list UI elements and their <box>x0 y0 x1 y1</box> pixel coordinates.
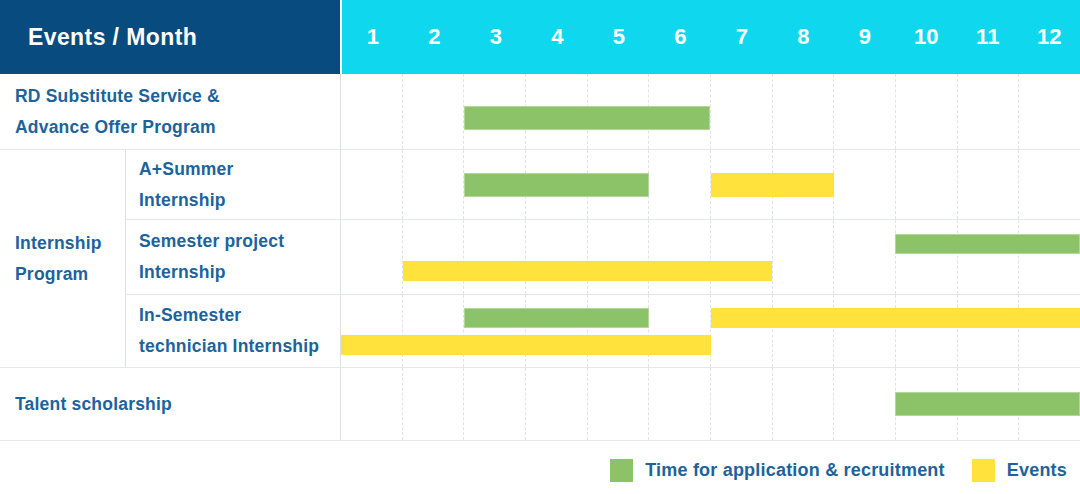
gantt-bar-recruitment <box>895 234 1080 254</box>
row-label-rd-substitute: RD Substitute Service & Advance Offer Pr… <box>0 74 340 149</box>
gantt-lane <box>341 308 1080 328</box>
gantt-lanes <box>341 80 1080 155</box>
table-row: RD Substitute Service & Advance Offer Pr… <box>0 74 1080 150</box>
table-row: Talent scholarship <box>0 368 1080 441</box>
table-header-row: Events / Month 123456789101112 <box>0 0 1080 74</box>
gantt-lane <box>341 335 1080 355</box>
group-label-internship-program: Internship Program <box>0 150 125 368</box>
table-row: In-Semester technician Internship <box>125 295 1080 368</box>
recruitment-swatch-icon <box>610 459 633 482</box>
events-month-header-cell: Events / Month <box>0 0 340 74</box>
month-header-cell: 10 <box>896 0 958 74</box>
gantt-lane <box>341 392 1080 416</box>
legend-label-events: Events <box>1007 460 1067 481</box>
gantt-bar-event <box>403 261 773 281</box>
row-label-a-plus-summer: A+Summer Internship <box>125 150 340 219</box>
gantt-track <box>340 220 1080 294</box>
events-swatch-icon <box>972 459 995 482</box>
row-label-talent-scholarship: Talent scholarship <box>0 368 340 440</box>
gantt-track <box>340 368 1080 440</box>
month-header-cell: 4 <box>527 0 589 74</box>
legend: Time for application & recruitment Event… <box>610 457 1067 483</box>
gantt-bar-recruitment <box>464 106 710 130</box>
gantt-bar-recruitment <box>464 173 649 197</box>
month-header-cell: 1 <box>342 0 404 74</box>
row-label-semester-project: Semester project Internship <box>125 220 340 294</box>
gantt-bar-event <box>711 308 1080 328</box>
gantt-bar-event <box>341 335 711 355</box>
gantt-lane <box>341 261 1080 281</box>
gantt-lanes <box>341 368 1080 440</box>
month-header-cell: 5 <box>588 0 650 74</box>
month-header: 123456789101112 <box>340 0 1080 74</box>
gantt-lanes <box>341 295 1080 367</box>
month-header-cell: 11 <box>957 0 1019 74</box>
legend-item-events: Events <box>972 459 1067 482</box>
internship-program-group: Internship Program A+Summer Internship S… <box>0 150 1080 368</box>
month-header-cell: 9 <box>834 0 896 74</box>
gantt-lane <box>341 106 1080 130</box>
gantt-track <box>340 295 1080 367</box>
month-header-cell: 2 <box>404 0 466 74</box>
gantt-lanes <box>341 150 1080 219</box>
table-row: Semester project Internship <box>125 220 1080 295</box>
month-header-cell: 12 <box>1019 0 1080 74</box>
gantt-bar-recruitment <box>464 308 649 328</box>
row-label-in-semester-technician: In-Semester technician Internship <box>125 295 340 367</box>
month-header-cell: 3 <box>465 0 527 74</box>
month-header-cell: 6 <box>650 0 712 74</box>
legend-label-recruitment: Time for application & recruitment <box>645 460 945 481</box>
month-header-cell: 8 <box>773 0 835 74</box>
gantt-lane <box>341 234 1080 254</box>
gantt-bar-recruitment <box>895 392 1080 416</box>
gantt-track <box>340 74 1080 149</box>
legend-item-recruitment: Time for application & recruitment <box>610 459 945 482</box>
gantt-lane <box>341 173 1080 197</box>
gantt-lanes <box>341 220 1080 294</box>
month-header-cell: 7 <box>711 0 773 74</box>
gantt-infographic: Events / Month 123456789101112 RD Substi… <box>0 0 1080 494</box>
gantt-bar-event <box>711 173 834 197</box>
gantt-track <box>340 150 1080 219</box>
table-row: A+Summer Internship <box>125 150 1080 220</box>
